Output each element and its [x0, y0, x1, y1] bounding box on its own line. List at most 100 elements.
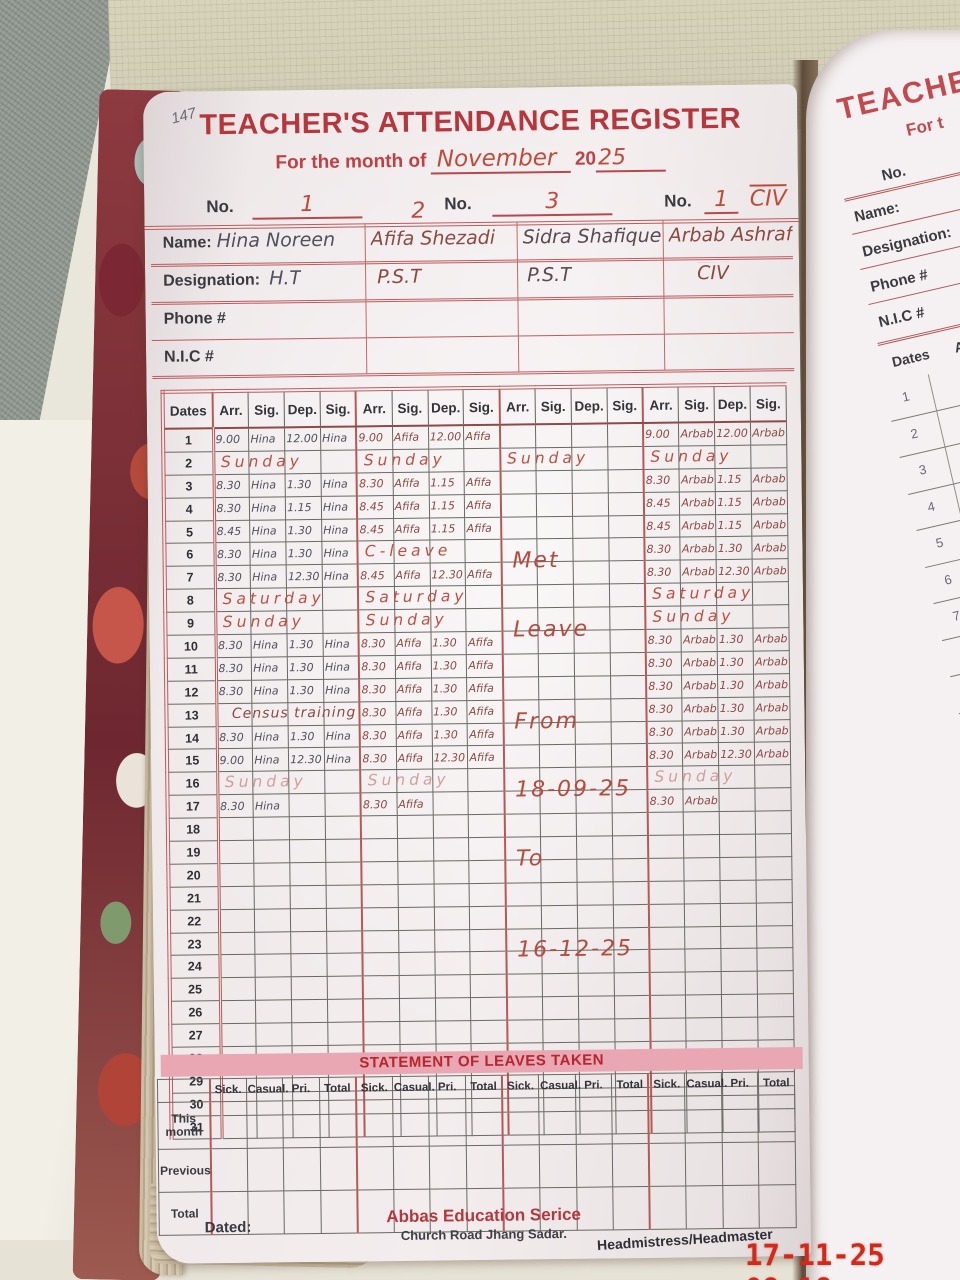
signature-cell[interactable]: [470, 928, 507, 953]
arrival-cell[interactable]: Census training: [216, 702, 356, 727]
signature-cell[interactable]: [538, 630, 575, 654]
arrival-cell[interactable]: [649, 949, 686, 973]
signature-cell[interactable]: [537, 561, 574, 585]
departure-cell[interactable]: [575, 744, 612, 768]
signature-cell[interactable]: [614, 995, 651, 1020]
signature-cell[interactable]: [255, 977, 292, 1001]
departure-cell[interactable]: [429, 585, 467, 610]
signature-cell[interactable]: [254, 908, 291, 932]
signature-cell[interactable]: [252, 702, 289, 726]
signature-cell[interactable]: Hina: [324, 724, 361, 748]
arrival-cell[interactable]: [219, 1000, 257, 1024]
departure-cell[interactable]: [288, 770, 325, 795]
signature-cell[interactable]: [610, 675, 647, 699]
signature-cell[interactable]: [542, 996, 579, 1020]
signature-cell[interactable]: [466, 608, 503, 632]
signature-cell[interactable]: [327, 1022, 364, 1046]
departure-cell[interactable]: [720, 902, 757, 927]
signature-cell[interactable]: [754, 765, 791, 789]
signature-cell[interactable]: Hina: [251, 656, 288, 681]
arrival-cell[interactable]: 9.00: [216, 748, 254, 773]
leaves-cell[interactable]: [575, 1096, 613, 1145]
signature-cell[interactable]: [607, 422, 644, 447]
no-value-1[interactable]: 1: [252, 191, 363, 220]
signature-cell[interactable]: [612, 881, 649, 905]
departure-cell[interactable]: [429, 540, 466, 564]
signature-cell[interactable]: Arbab: [682, 743, 719, 767]
leaves-cell[interactable]: [465, 1098, 503, 1146]
signature-cell[interactable]: Arbab: [680, 559, 717, 584]
signature-cell[interactable]: [254, 862, 291, 887]
signature-cell[interactable]: [327, 976, 364, 1000]
arrival-cell[interactable]: [504, 813, 541, 838]
signature-cell[interactable]: [538, 653, 575, 677]
signature-cell[interactable]: [610, 652, 647, 676]
departure-cell[interactable]: [722, 1017, 759, 1041]
signature-cell[interactable]: [394, 609, 431, 633]
signature-cell[interactable]: [541, 904, 578, 929]
signature-cell[interactable]: [398, 952, 435, 976]
signature-cell[interactable]: [755, 856, 793, 880]
departure-cell[interactable]: [720, 925, 758, 950]
leaves-cell[interactable]: [392, 1099, 430, 1147]
arrival-cell[interactable]: 8.30: [645, 629, 682, 653]
arrival-cell[interactable]: 9.00: [643, 422, 680, 447]
arrival-cell[interactable]: [362, 952, 399, 977]
leaves-cell[interactable]: [758, 1141, 796, 1186]
arrival-cell[interactable]: 8.45: [357, 518, 394, 542]
departure-cell[interactable]: [719, 788, 756, 812]
leaves-cell[interactable]: [721, 1095, 759, 1143]
departure-cell[interactable]: [575, 721, 612, 745]
arrival-cell[interactable]: [648, 857, 685, 882]
leaves-cell[interactable]: [502, 1097, 540, 1146]
departure-cell[interactable]: [576, 858, 613, 883]
departure-cell[interactable]: [578, 973, 615, 997]
departure-cell[interactable]: 1.30: [285, 473, 322, 497]
signature-cell[interactable]: [536, 470, 573, 494]
departure-cell[interactable]: 1.30: [716, 536, 753, 560]
signature-cell[interactable]: Hina: [321, 541, 359, 565]
signature-cell[interactable]: [610, 721, 647, 745]
signature-cell[interactable]: [679, 445, 716, 469]
departure-cell[interactable]: 1.30: [718, 696, 755, 721]
signature-cell[interactable]: Hina: [321, 518, 358, 542]
signature-cell[interactable]: Hina: [323, 632, 360, 657]
leaves-cell[interactable]: [612, 1143, 650, 1187]
arrival-cell[interactable]: 8.30: [216, 680, 253, 704]
departure-cell[interactable]: [576, 881, 614, 905]
signature-cell[interactable]: Afifa: [396, 746, 433, 770]
signature-cell[interactable]: [535, 423, 572, 448]
departure-cell[interactable]: [286, 610, 324, 634]
register-page[interactable]: 147 TEACHER'S ATTENDANCE REGISTER For th…: [142, 84, 812, 1264]
teacher1-designation[interactable]: H.T: [269, 267, 302, 290]
departure-cell[interactable]: [572, 538, 609, 562]
departure-cell[interactable]: [571, 469, 609, 493]
departure-cell[interactable]: 1.15: [285, 496, 322, 520]
arrival-cell[interactable]: Saturday: [214, 588, 325, 612]
arrival-cell[interactable]: 8.30: [359, 724, 397, 748]
signature-cell[interactable]: [397, 838, 434, 862]
departure-cell[interactable]: [434, 952, 471, 976]
arrival-cell[interactable]: 8.30: [216, 725, 253, 750]
departure-cell[interactable]: 12.30: [431, 746, 469, 770]
departure-cell[interactable]: 1.15: [715, 467, 752, 492]
signature-cell[interactable]: Arbab: [682, 720, 719, 744]
departure-cell[interactable]: 1.30: [717, 628, 754, 652]
signature-cell[interactable]: [757, 971, 794, 995]
signature-cell[interactable]: Hina: [322, 564, 359, 588]
signature-cell[interactable]: [398, 975, 436, 999]
leaves-cell[interactable]: [722, 1142, 760, 1186]
arrival-cell[interactable]: [503, 745, 540, 769]
signature-cell[interactable]: [609, 629, 646, 653]
signature-cell[interactable]: Afifa: [466, 654, 503, 678]
departure-cell[interactable]: [572, 515, 609, 539]
leaves-cell[interactable]: [429, 1145, 467, 1190]
departure-cell[interactable]: [718, 765, 756, 789]
signature-cell[interactable]: [537, 607, 574, 631]
signature-cell[interactable]: [327, 999, 364, 1023]
arrival-cell[interactable]: [647, 812, 684, 836]
departure-cell[interactable]: 1.30: [717, 651, 754, 675]
departure-cell[interactable]: [721, 994, 758, 1018]
arrival-cell[interactable]: [506, 974, 543, 998]
signature-cell[interactable]: [685, 926, 722, 950]
